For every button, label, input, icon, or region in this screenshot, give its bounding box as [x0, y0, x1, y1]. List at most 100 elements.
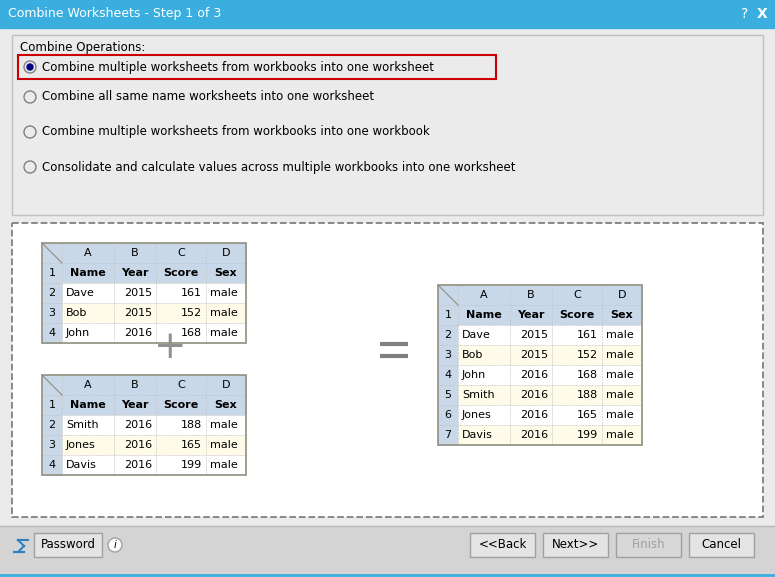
Bar: [0, 0, 775, 28]
Text: 3: 3: [49, 440, 56, 450]
Bar: [510, 345, 552, 365]
Text: Davis: Davis: [66, 460, 97, 470]
Text: B: B: [131, 248, 139, 258]
Text: Cancel: Cancel: [701, 538, 742, 552]
Text: Combine all same name worksheets into one worksheet: Combine all same name worksheets into on…: [42, 91, 374, 103]
Bar: [552, 285, 602, 305]
Text: 168: 168: [181, 328, 202, 338]
Bar: [62, 435, 114, 455]
Text: 2016: 2016: [124, 440, 152, 450]
Bar: [62, 263, 114, 283]
Text: 2016: 2016: [520, 430, 548, 440]
Bar: [458, 325, 510, 345]
Bar: [62, 323, 114, 343]
Text: Name: Name: [466, 310, 502, 320]
Text: A: A: [84, 380, 91, 390]
Bar: [438, 385, 458, 405]
Bar: [62, 455, 114, 475]
Bar: [114, 435, 156, 455]
Text: 2: 2: [48, 288, 56, 298]
Bar: [602, 305, 642, 325]
Bar: [206, 303, 246, 323]
Text: Name: Name: [70, 400, 106, 410]
Bar: [552, 305, 602, 325]
Text: 2016: 2016: [520, 390, 548, 400]
Text: 2015: 2015: [124, 308, 152, 318]
Bar: [438, 345, 458, 365]
Bar: [458, 305, 510, 325]
Bar: [510, 425, 552, 445]
Bar: [458, 405, 510, 425]
Text: 199: 199: [577, 430, 598, 440]
Bar: [510, 365, 552, 385]
Text: male: male: [606, 390, 634, 400]
Text: 2015: 2015: [520, 350, 548, 360]
Bar: [552, 425, 602, 445]
Text: B: B: [527, 290, 535, 300]
Bar: [62, 303, 114, 323]
Text: Combine Operations:: Combine Operations:: [20, 40, 146, 54]
Bar: [42, 435, 62, 455]
Bar: [42, 375, 246, 475]
Bar: [602, 385, 642, 405]
Bar: [543, 533, 608, 557]
Text: 7: 7: [444, 430, 452, 440]
Bar: [510, 325, 552, 345]
Text: male: male: [606, 410, 634, 420]
Text: C: C: [177, 380, 185, 390]
Bar: [602, 405, 642, 425]
Bar: [12, 223, 763, 517]
Bar: [206, 435, 246, 455]
Bar: [438, 325, 458, 345]
Bar: [552, 385, 602, 405]
Bar: [206, 375, 246, 395]
Bar: [114, 455, 156, 475]
Bar: [42, 415, 62, 435]
Text: 2016: 2016: [124, 328, 152, 338]
Text: John: John: [462, 370, 486, 380]
Text: 2016: 2016: [520, 370, 548, 380]
Text: i: i: [114, 540, 116, 550]
Text: D: D: [618, 290, 626, 300]
Text: Combine Worksheets - Step 1 of 3: Combine Worksheets - Step 1 of 3: [8, 8, 221, 21]
Text: Consolidate and calculate values across multiple workbooks into one worksheet: Consolidate and calculate values across …: [42, 160, 515, 174]
Bar: [62, 283, 114, 303]
Bar: [438, 405, 458, 425]
Bar: [18, 55, 496, 79]
Text: Davis: Davis: [462, 430, 493, 440]
Text: male: male: [210, 288, 238, 298]
Bar: [510, 285, 552, 305]
Circle shape: [24, 126, 36, 138]
Text: male: male: [210, 308, 238, 318]
Text: Finish: Finish: [632, 538, 665, 552]
Text: D: D: [222, 248, 230, 258]
Bar: [438, 285, 642, 445]
Text: Jones: Jones: [66, 440, 96, 450]
Bar: [602, 325, 642, 345]
Bar: [438, 305, 458, 325]
Text: Dave: Dave: [462, 330, 491, 340]
Text: male: male: [606, 370, 634, 380]
Text: Sex: Sex: [215, 268, 237, 278]
Bar: [458, 365, 510, 385]
Bar: [62, 415, 114, 435]
Bar: [552, 345, 602, 365]
Text: 4: 4: [48, 460, 56, 470]
Bar: [206, 283, 246, 303]
Text: B: B: [131, 380, 139, 390]
Text: 6: 6: [445, 410, 452, 420]
Text: male: male: [210, 328, 238, 338]
Circle shape: [24, 61, 36, 73]
Bar: [510, 405, 552, 425]
Bar: [510, 305, 552, 325]
Bar: [114, 303, 156, 323]
Text: 2015: 2015: [124, 288, 152, 298]
Text: 4: 4: [48, 328, 56, 338]
Text: 161: 161: [181, 288, 202, 298]
Bar: [616, 533, 681, 557]
Text: D: D: [222, 380, 230, 390]
Bar: [114, 415, 156, 435]
Bar: [438, 365, 458, 385]
Bar: [34, 533, 102, 557]
Text: Smith: Smith: [66, 420, 98, 430]
